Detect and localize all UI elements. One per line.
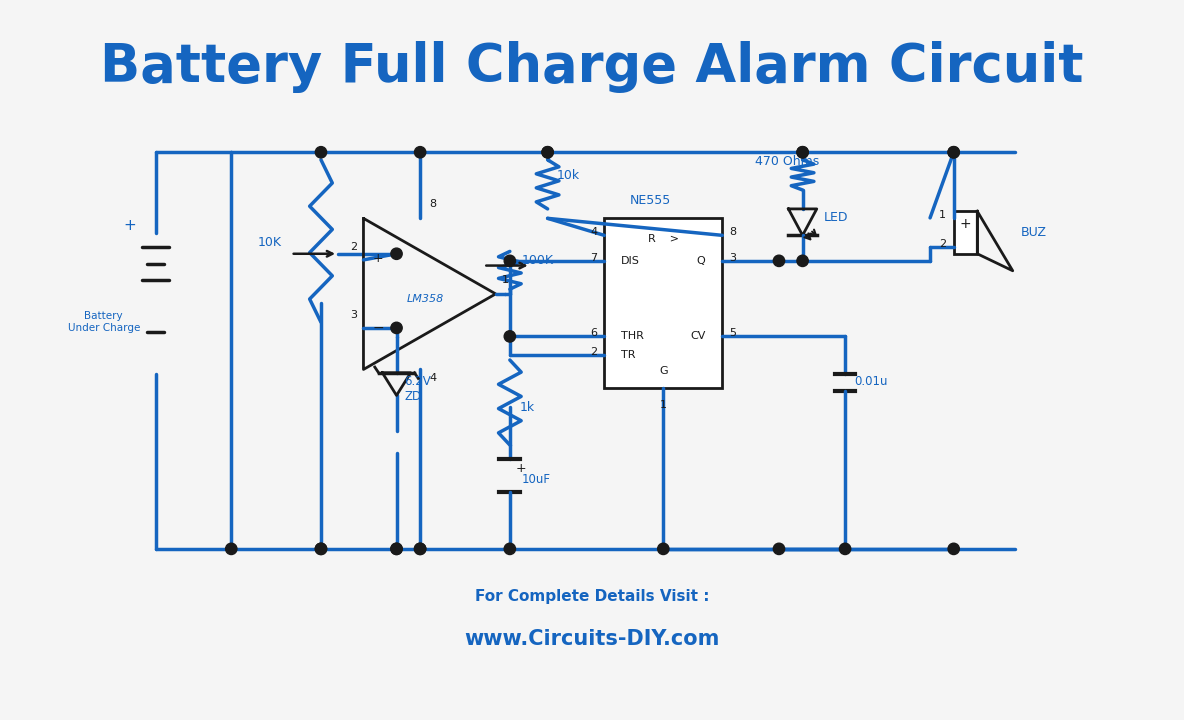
Circle shape [414, 147, 426, 158]
Text: 2: 2 [591, 347, 598, 357]
Text: G: G [659, 366, 668, 377]
Text: BUZ: BUZ [1021, 226, 1047, 239]
Circle shape [504, 543, 515, 554]
Text: 6: 6 [591, 328, 598, 338]
Text: CV: CV [690, 331, 706, 341]
Circle shape [839, 543, 851, 554]
Circle shape [391, 543, 403, 554]
Circle shape [542, 147, 553, 158]
Text: 1: 1 [939, 210, 946, 220]
Circle shape [391, 543, 403, 554]
Text: 4: 4 [430, 373, 437, 383]
Text: LM358: LM358 [406, 294, 444, 304]
Text: +: + [123, 218, 136, 233]
Text: 0.01u: 0.01u [855, 375, 888, 388]
Text: 10k: 10k [556, 169, 580, 182]
Text: 100K: 100K [521, 254, 553, 267]
Text: 3: 3 [349, 310, 356, 320]
Text: +: + [960, 217, 971, 231]
Circle shape [948, 543, 959, 554]
Text: For Complete Details Visit :: For Complete Details Visit : [475, 588, 709, 603]
Text: NE555: NE555 [630, 194, 671, 207]
Text: R    >: R > [648, 234, 678, 244]
Circle shape [797, 147, 809, 158]
Circle shape [414, 543, 426, 554]
Text: 2: 2 [939, 239, 946, 249]
Circle shape [315, 147, 327, 158]
Bar [953, 211, 977, 253]
Circle shape [414, 543, 426, 554]
Circle shape [948, 147, 959, 158]
Circle shape [797, 255, 809, 266]
Text: LED: LED [823, 211, 848, 224]
Text: 10uF: 10uF [522, 474, 551, 487]
Text: 3: 3 [729, 253, 736, 263]
Circle shape [226, 543, 237, 554]
Circle shape [504, 255, 515, 266]
Circle shape [542, 147, 553, 158]
Text: Battery Full Charge Alarm Circuit: Battery Full Charge Alarm Circuit [101, 41, 1083, 94]
Text: www.Circuits-DIY.com: www.Circuits-DIY.com [464, 629, 720, 649]
Circle shape [315, 543, 327, 554]
Circle shape [773, 255, 785, 266]
Circle shape [948, 147, 959, 158]
Circle shape [504, 330, 515, 342]
Text: DIS: DIS [622, 256, 641, 266]
Circle shape [315, 543, 327, 554]
Text: −: − [373, 321, 385, 335]
Text: 4: 4 [591, 228, 598, 238]
Text: 7: 7 [591, 253, 598, 263]
Circle shape [773, 543, 785, 554]
Text: 1: 1 [502, 274, 509, 284]
Text: 8: 8 [430, 199, 437, 209]
Text: Battery
Under Charge: Battery Under Charge [67, 312, 140, 333]
Circle shape [391, 323, 403, 333]
Text: 1k: 1k [520, 401, 534, 414]
Text: THR: THR [622, 331, 644, 341]
Text: 8: 8 [729, 228, 736, 238]
Circle shape [797, 147, 809, 158]
Text: +: + [515, 462, 526, 475]
FancyBboxPatch shape [604, 218, 722, 388]
Text: 5: 5 [729, 328, 736, 338]
Circle shape [391, 248, 403, 259]
Text: TR: TR [622, 350, 636, 360]
Text: 6.2V
ZD: 6.2V ZD [404, 375, 431, 402]
Circle shape [657, 543, 669, 554]
Text: +: + [373, 251, 384, 264]
Text: 10K: 10K [257, 236, 282, 249]
Text: 1: 1 [659, 400, 667, 410]
Text: Q: Q [696, 256, 706, 266]
Text: 2: 2 [349, 243, 356, 253]
Text: 470 Ohms: 470 Ohms [755, 156, 819, 168]
